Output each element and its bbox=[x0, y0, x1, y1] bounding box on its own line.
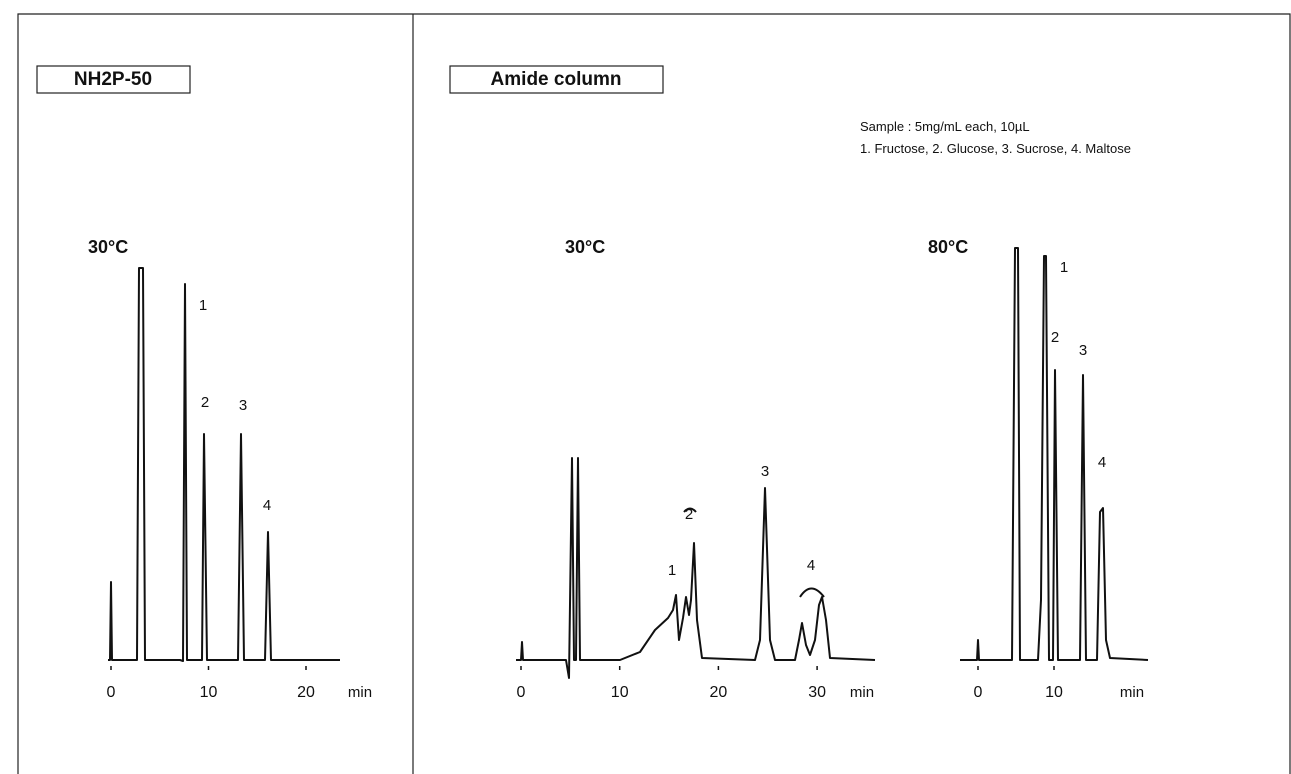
x-tick-label: 0 bbox=[107, 684, 116, 701]
title-box bbox=[449, 65, 664, 94]
peak-label: 3 bbox=[1079, 342, 1087, 359]
peak-label: 1 bbox=[668, 562, 676, 579]
bracket bbox=[683, 507, 697, 513]
x-axis-label: min bbox=[850, 684, 874, 701]
peak-label: 4 bbox=[1098, 454, 1106, 471]
peak-label: 2 bbox=[685, 506, 693, 523]
peak-label: 3 bbox=[239, 397, 247, 414]
x-tick-label: 0 bbox=[974, 684, 983, 701]
x-axis-label: min bbox=[1120, 684, 1144, 701]
frame bbox=[17, 13, 1291, 774]
peak-label: 4 bbox=[263, 497, 271, 514]
chart-title: 30°C bbox=[565, 237, 605, 257]
x-axis-label: min bbox=[348, 684, 372, 701]
x-tick-label: 30 bbox=[808, 684, 826, 701]
panel-title: NH2P-50 bbox=[74, 69, 152, 90]
x-tick-label: 20 bbox=[710, 684, 728, 701]
chart-title: 80°C bbox=[928, 237, 968, 257]
x-tick-label: 10 bbox=[200, 684, 218, 701]
x-tick-label: 10 bbox=[1045, 684, 1063, 701]
peak-label: 3 bbox=[761, 463, 769, 480]
peak-label: 4 bbox=[807, 557, 815, 574]
peak-label: 2 bbox=[201, 394, 209, 411]
x-tick-label: 20 bbox=[297, 684, 315, 701]
trace bbox=[108, 267, 340, 662]
peak-label: 1 bbox=[199, 297, 207, 314]
peak-label: 2 bbox=[1051, 329, 1059, 346]
chart-title: 30°C bbox=[88, 237, 128, 257]
title-box bbox=[36, 65, 191, 94]
bracket bbox=[799, 587, 825, 598]
trace bbox=[516, 457, 876, 679]
x-tick-label: 0 bbox=[517, 684, 526, 701]
note: 1. Fructose, 2. Glucose, 3. Sucrose, 4. … bbox=[860, 141, 1131, 156]
note: Sample : 5mg/mL each, 10µL bbox=[860, 119, 1030, 134]
peak-label: 1 bbox=[1060, 259, 1068, 276]
trace bbox=[960, 247, 1149, 661]
panel-title: Amide column bbox=[491, 69, 622, 90]
x-tick-label: 10 bbox=[611, 684, 629, 701]
